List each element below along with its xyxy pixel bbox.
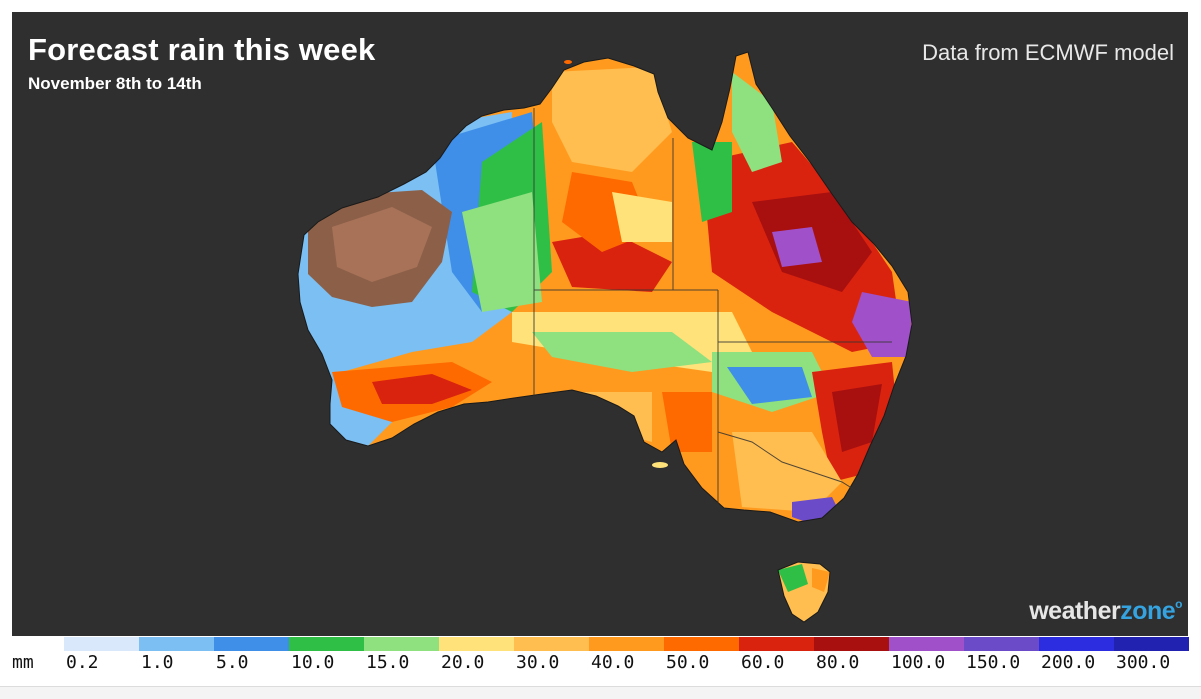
rainfall-legend: mm 0.2 1.0 5.0 10.0 15.0 20.0 30.0 40.0 50.0 60.0… [0,636,1201,688]
legend-swatch [289,637,364,651]
legend-label: 200.0 [1041,652,1096,673]
legend-swatch [814,637,889,651]
map-date-range: November 8th to 14th [28,74,202,93]
legend-color-bar [64,637,1189,651]
legend-swatch [439,637,514,651]
page-footer-strip [0,686,1201,699]
legend-swatch [889,637,964,651]
legend-swatch [214,637,289,651]
legend-swatch [514,637,589,651]
legend-swatch [1039,637,1114,651]
legend-label: 1.0 [141,652,174,673]
map-title: Forecast rain this week [28,32,376,67]
legend-swatch [664,637,739,651]
legend-swatch [964,637,1039,651]
legend-swatch [739,637,814,651]
legend-label: 60.0 [741,652,785,673]
legend-label: 150.0 [966,652,1021,673]
legend-swatch [364,637,439,651]
legend-labels: mm 0.2 1.0 5.0 10.0 15.0 20.0 30.0 40.0 50.0 60.0… [0,652,1201,680]
legend-label: 300.0 [1116,652,1171,673]
legend-swatch [1114,637,1189,651]
legend-label: 5.0 [216,652,249,673]
legend-label: 80.0 [816,652,860,673]
legend-label: 0.2 [66,652,99,673]
tasmania-rainfall-map [777,561,831,623]
legend-label: 100.0 [891,652,946,673]
legend-label: 10.0 [291,652,335,673]
legend-label: 50.0 [666,652,710,673]
legend-swatch [64,637,139,651]
data-source-note: Data from ECMWF model [922,40,1174,65]
legend-label: 30.0 [516,652,560,673]
australia-rainfall-map [297,51,913,623]
legend-label: 40.0 [591,652,635,673]
legend-unit: mm [12,652,34,673]
legend-swatch [589,637,664,651]
weatherzone-logo: weatherzoneo [1029,597,1182,625]
legend-label: 15.0 [366,652,410,673]
legend-label: 20.0 [441,652,485,673]
legend-swatch [139,637,214,651]
rainfall-map-panel: Forecast rain this week November 8th to … [12,12,1188,636]
